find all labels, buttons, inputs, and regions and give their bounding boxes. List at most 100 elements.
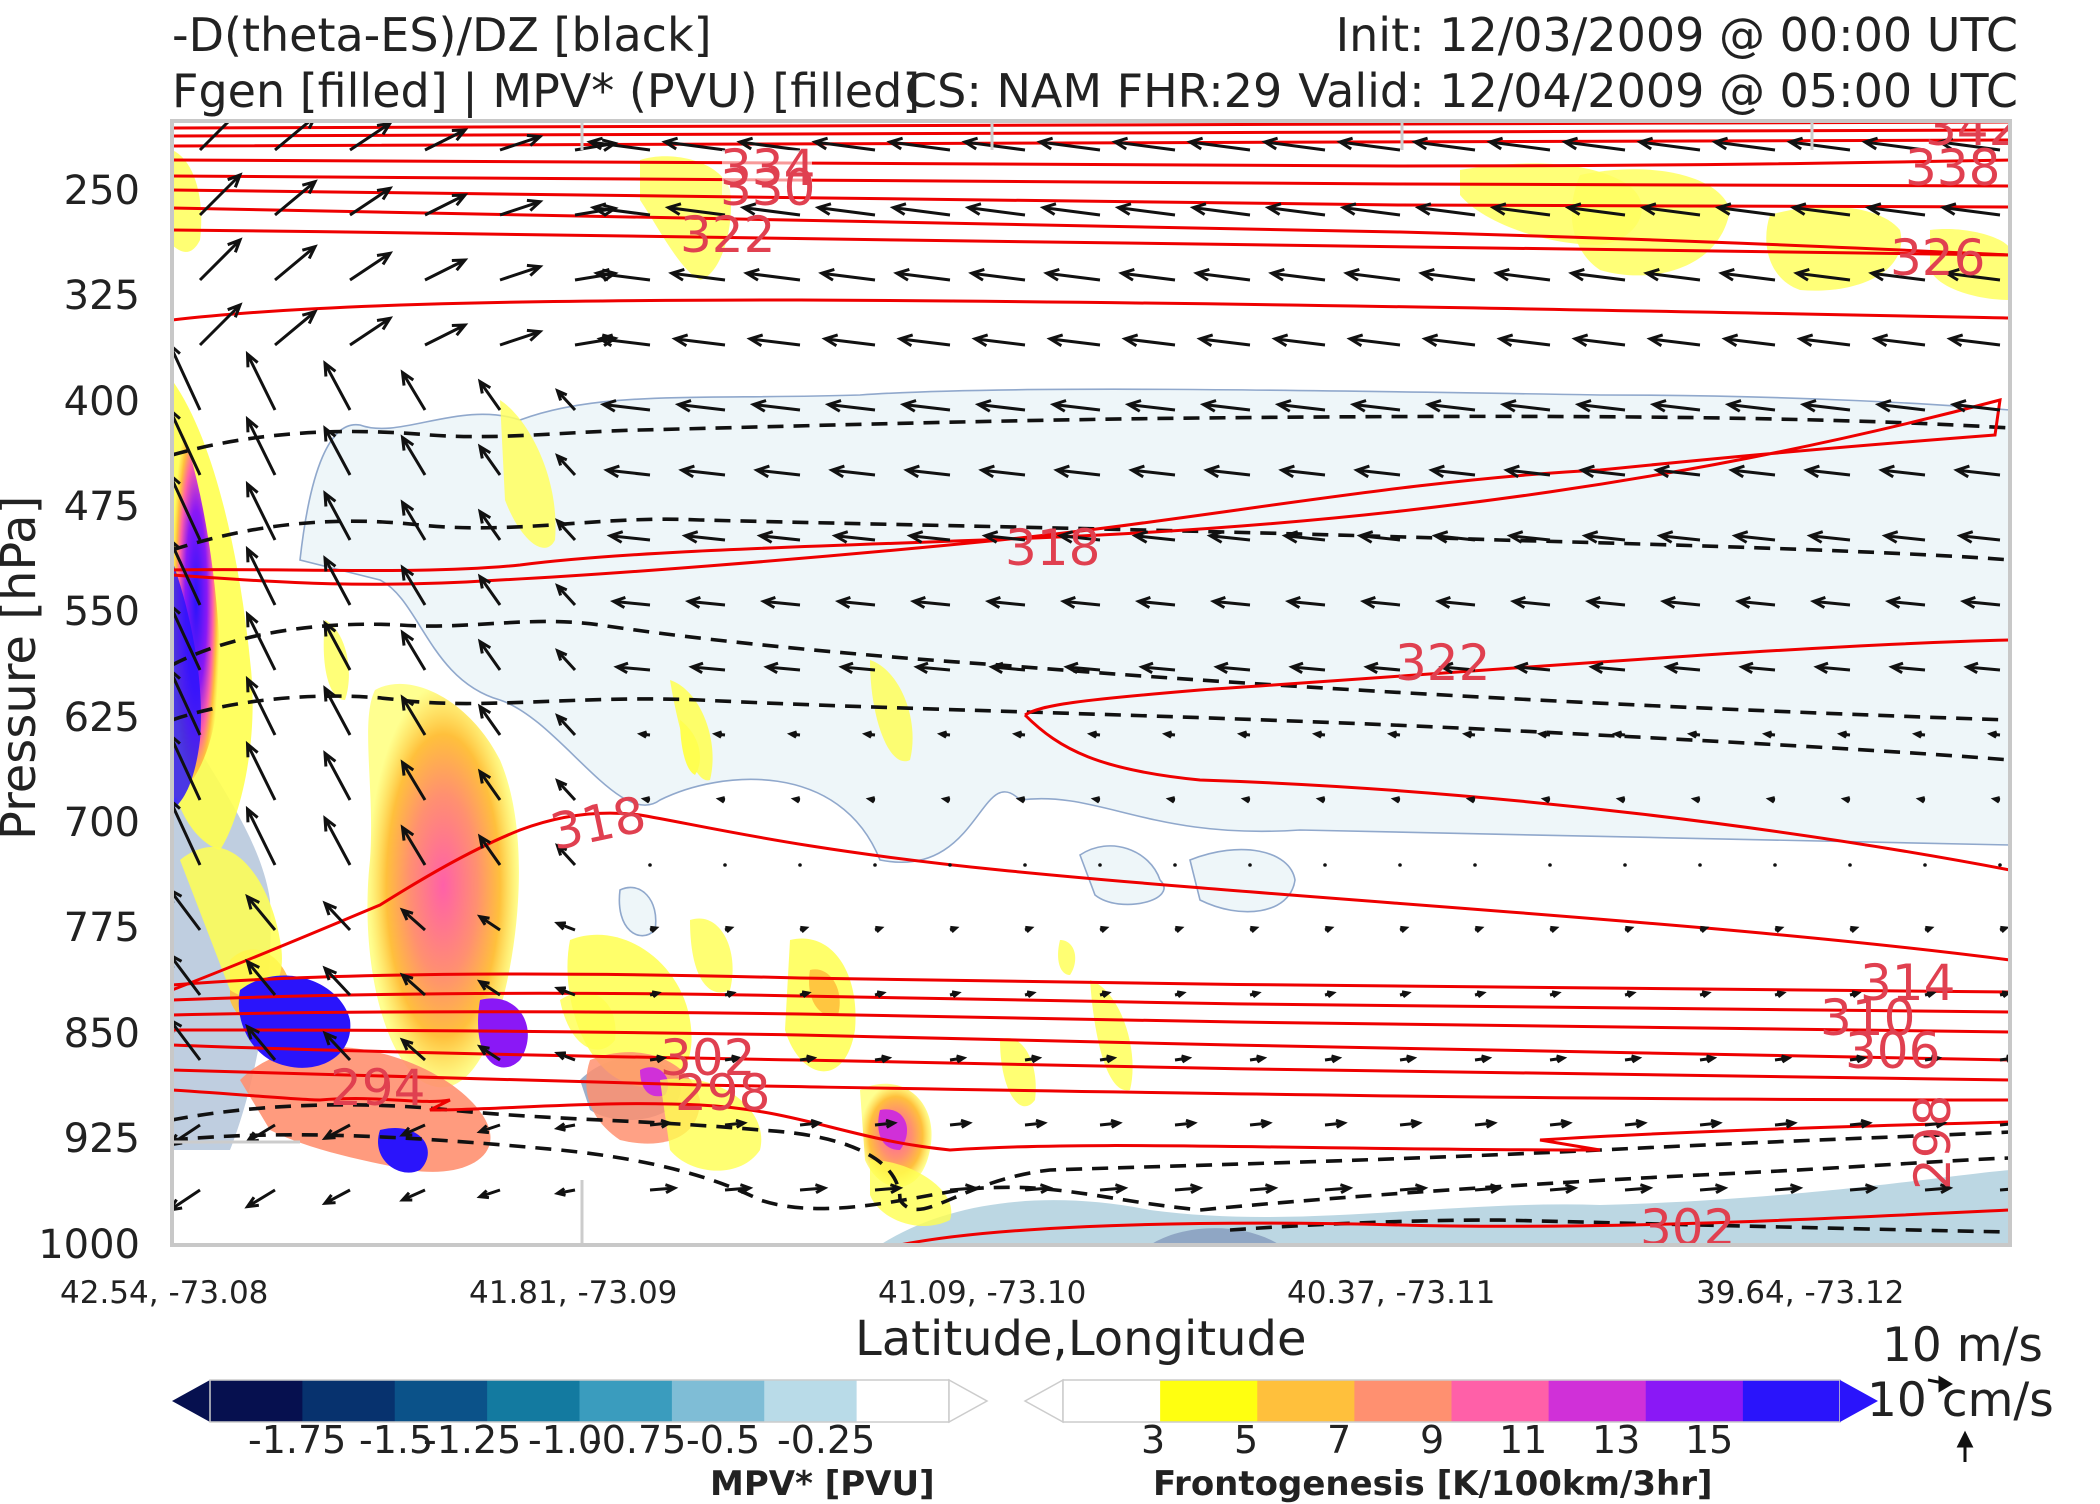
wind-vector — [814, 202, 876, 217]
wind-vector — [599, 399, 651, 413]
wind-vector — [1959, 596, 2001, 609]
wind-vector — [1274, 399, 1326, 413]
title-right-line-2: Valid: 12/04/2009 @ 05:00 UTC — [1298, 64, 2018, 118]
wind-vector — [828, 464, 876, 479]
wind-vector — [1024, 1054, 1043, 1064]
wind-vector — [1646, 333, 1701, 347]
wind-vector — [1699, 925, 1710, 934]
wind-vector — [1063, 661, 1101, 675]
y-tick-250: 250 — [63, 168, 140, 214]
wind-vector — [906, 530, 951, 544]
wind-vector — [603, 464, 651, 479]
wind-vector — [1489, 202, 1551, 217]
fgen-colorbar — [1023, 1378, 1878, 1424]
fgen-swatch-6 — [1645, 1380, 1744, 1422]
mpv-swatch-4 — [579, 1380, 673, 1422]
wind-vector — [1806, 530, 1851, 544]
wind-vector — [1624, 925, 1635, 934]
wind-vector — [589, 202, 651, 217]
wind-vector — [1363, 661, 1401, 675]
wind-vector — [1953, 464, 2001, 479]
wind-vector — [172, 669, 202, 736]
wind-vector — [1724, 399, 1776, 413]
wind-vector — [1024, 1118, 1048, 1129]
wind-vector — [1138, 661, 1176, 675]
wind-vector — [1281, 530, 1326, 544]
wind-vector — [1849, 925, 1860, 934]
wind-vector — [1624, 1118, 1648, 1129]
wind-vector — [198, 172, 243, 217]
wind-vector — [424, 128, 469, 152]
wind-vector — [1236, 730, 1251, 739]
wind-vector — [678, 464, 726, 479]
wind-vector — [749, 399, 801, 413]
wind-vector — [1053, 464, 1101, 479]
wind-vector — [636, 730, 651, 739]
wind-vector — [1186, 136, 1251, 152]
wind-vector — [1656, 530, 1701, 544]
wind-vector — [1036, 136, 1101, 152]
contour-label-338: 338 — [1905, 139, 2000, 197]
wind-vector — [1315, 796, 1326, 804]
wind-vector — [554, 986, 576, 997]
wind-vector — [1336, 136, 1401, 152]
mpv-fill-regions — [299, 388, 2010, 937]
wind-vector — [476, 1123, 501, 1135]
wind-vector — [1946, 333, 2001, 347]
wind-vector — [400, 824, 427, 866]
wind-vector — [838, 661, 876, 675]
mpv-swatch-7 — [856, 1380, 950, 1422]
mpv-colorbar-title: MPV* [PVU] — [710, 1464, 935, 1504]
wind-vector — [1324, 990, 1337, 999]
wind-vector — [613, 661, 651, 675]
wind-vector — [903, 464, 951, 479]
wind-vector — [1649, 399, 1701, 413]
wind-vector — [1663, 661, 1701, 675]
wind-vector — [640, 796, 651, 804]
wind-vector — [172, 734, 202, 801]
wind-vector — [1174, 925, 1185, 934]
wind-vector — [1474, 1054, 1493, 1064]
contour-label-342: 342 — [1925, 99, 2020, 157]
wind-vector — [1549, 1054, 1568, 1064]
wind-vector — [1943, 267, 2001, 282]
wind-vector — [1189, 202, 1251, 217]
wind-vector — [323, 620, 352, 671]
y-tick-550: 550 — [63, 589, 140, 635]
wind-vector — [1399, 925, 1410, 934]
wind-vector — [1999, 1187, 2010, 1192]
title-right-line-1: Init: 12/03/2009 @ 00:00 UTC — [1335, 8, 2018, 62]
fgen-tick-1: 5 — [1234, 1418, 1259, 1462]
wind-vector — [1711, 136, 1776, 152]
wind-vector — [798, 863, 802, 867]
wind-vector — [1248, 863, 1252, 867]
wind-vector — [1024, 925, 1035, 934]
wind-vector — [649, 925, 660, 934]
wind-vector — [799, 1054, 818, 1064]
wind-vectors — [172, 121, 2010, 1212]
wind-vector — [1099, 1183, 1129, 1195]
wind-vector — [1849, 1118, 1873, 1129]
wind-vector — [1578, 464, 1626, 479]
wind-vector — [1386, 730, 1401, 739]
wind-vector — [172, 539, 202, 606]
wind-vector — [865, 796, 876, 804]
wind-vector — [834, 596, 876, 609]
wind-vector — [476, 1188, 501, 1200]
wind-vector — [245, 350, 277, 411]
wind-vector — [1809, 596, 1851, 609]
wind-vector — [323, 425, 352, 476]
wind-vector — [1414, 202, 1476, 217]
wind-vector — [949, 1118, 973, 1129]
vector-scale-arrows — [1927, 1375, 1974, 1462]
wind-vector — [874, 1118, 898, 1129]
wind-vector — [940, 796, 951, 804]
wind-vector — [1561, 136, 1626, 152]
wind-vector — [1698, 863, 1702, 867]
wind-vector — [1731, 530, 1776, 544]
wind-vector — [1789, 202, 1851, 217]
wind-vector — [1264, 202, 1326, 217]
wind-vector — [1718, 267, 1776, 282]
wind-vector — [1421, 333, 1476, 347]
wind-vector — [1128, 464, 1176, 479]
